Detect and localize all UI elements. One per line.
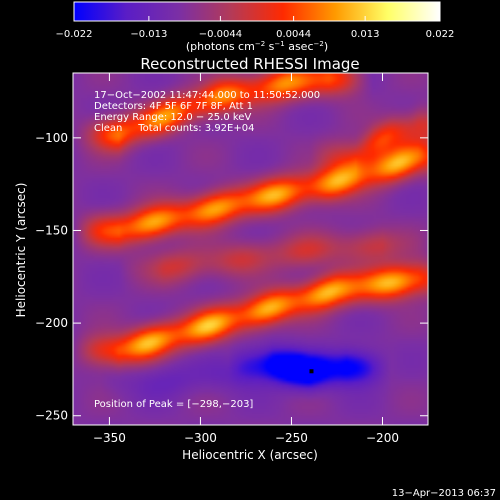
x-axis-label: Heliocentric X (arcsec) xyxy=(182,448,318,462)
plot-frame xyxy=(72,72,429,426)
x-tick-label: −300 xyxy=(184,431,217,445)
y-tick-label: −200 xyxy=(35,316,68,330)
x-tick-label: −350 xyxy=(93,431,126,445)
y-tick-label: −100 xyxy=(35,131,68,145)
y-axis: −250 −200 −150 −100 xyxy=(35,131,428,423)
heatmap-image xyxy=(73,73,428,425)
info-line-energy: Energy Range: 12.0 − 25.0 keV xyxy=(94,112,251,123)
info-block: 17−Oct−2002 11:47:44.000 to 11:50:52.000… xyxy=(94,90,320,134)
x-axis: −350 −300 −250 −200 xyxy=(93,73,399,445)
info-line-time: 17−Oct−2002 11:47:44.000 to 11:50:52.000 xyxy=(94,90,320,101)
info-line-detectors: Detectors: 4F 5F 6F 7F 8F, Att 1 xyxy=(94,101,253,112)
colorbar-tick-label: 0.013 xyxy=(351,29,380,40)
colorbar-tick-label: 0.022 xyxy=(426,29,455,40)
footer-timestamp: 13−Apr−2013 06:37 xyxy=(392,488,496,499)
x-tick-label: −250 xyxy=(275,431,308,445)
peak-marker xyxy=(309,369,314,374)
y-tick-label: −150 xyxy=(35,223,68,237)
info-line-counts: Clean Total counts: 3.92E+04 xyxy=(94,123,254,134)
colorbar-unit-label: (photons cm−2 s−1 asec−2) xyxy=(186,40,328,53)
colorbar-gradient xyxy=(73,1,441,22)
colorbar-ticks: −0.022 −0.013 −0.0044 0.0044 0.013 0.022 xyxy=(55,16,454,40)
colorbar-tick-label: −0.022 xyxy=(55,29,92,40)
colorbar-tick-label: −0.0044 xyxy=(199,29,242,40)
y-tick-label: −250 xyxy=(35,409,68,423)
peak-position-label: Position of Peak = [−298,−203] xyxy=(94,399,253,410)
colorbar: −0.022 −0.013 −0.0044 0.0044 0.013 0.022 (pho… xyxy=(55,1,454,53)
plot-area: −350 −300 −250 −200 −250 −200 −150 −100 17−Oct… xyxy=(35,72,429,445)
chart-title: Reconstructed RHESSI Image xyxy=(140,55,359,73)
y-axis-label: Heliocentric Y (arcsec) xyxy=(14,183,28,318)
x-tick-label: −200 xyxy=(366,431,399,445)
colorbar-tick-label: −0.013 xyxy=(130,29,167,40)
colorbar-tick-label: 0.0044 xyxy=(276,29,311,40)
